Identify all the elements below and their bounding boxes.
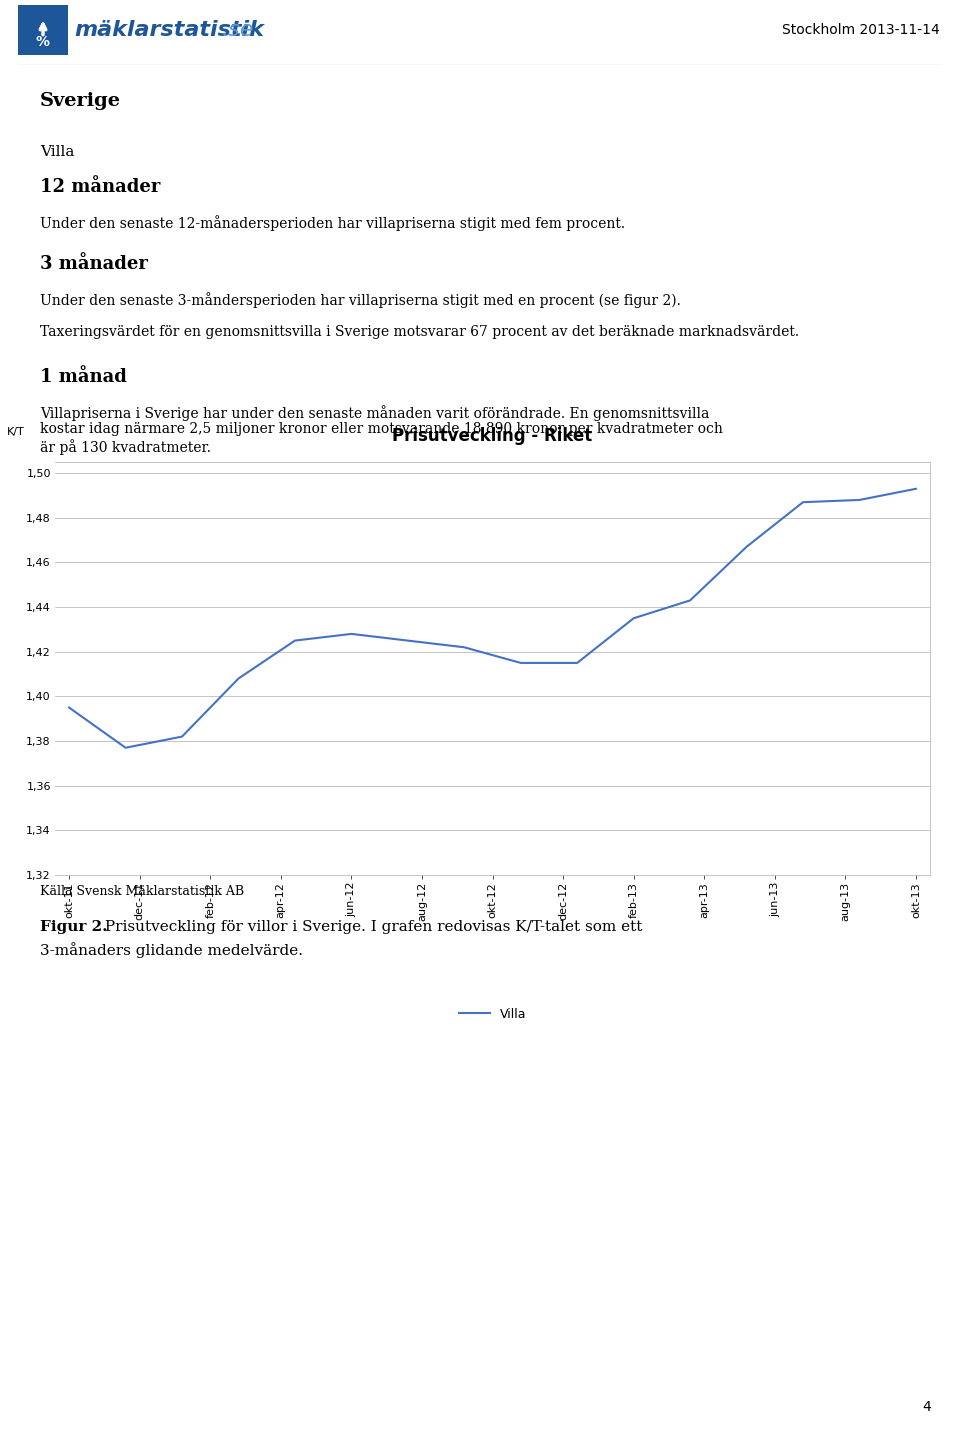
Text: Villapriserna i Sverige har under den senaste månaden varit oförändrade. En geno: Villapriserna i Sverige har under den se… <box>40 405 709 421</box>
Text: Under den senaste 3-måndersperioden har villapriserna stigit med en procent (se : Under den senaste 3-måndersperioden har … <box>40 291 681 307</box>
Text: Prisutveckling för villor i Sverige. I grafen redovisas K/T-talet som ett: Prisutveckling för villor i Sverige. I g… <box>100 921 642 934</box>
Text: K/T: K/T <box>7 427 25 437</box>
Text: Källa Svensk Mäklarstatistik AB: Källa Svensk Mäklarstatistik AB <box>40 885 244 898</box>
Text: %: % <box>36 35 50 49</box>
Bar <box>18 4 68 55</box>
Text: .se: .se <box>222 20 254 40</box>
Text: är på 130 kvadratmeter.: är på 130 kvadratmeter. <box>40 439 211 455</box>
Legend: Villa: Villa <box>454 1003 532 1026</box>
Text: 3 månader: 3 månader <box>40 255 148 273</box>
Text: mäklarstatistik: mäklarstatistik <box>74 20 264 40</box>
Text: Villa: Villa <box>40 144 74 159</box>
Text: Sverige: Sverige <box>40 92 121 110</box>
Text: Taxeringsvärdet för en genomsnittsvilla i Sverige motsvarar 67 procent av det be: Taxeringsvärdet för en genomsnittsvilla … <box>40 325 799 339</box>
Text: Figur 2.: Figur 2. <box>40 921 108 934</box>
Text: Stockholm 2013-11-14: Stockholm 2013-11-14 <box>782 23 940 38</box>
Text: 1 månad: 1 månad <box>40 368 127 385</box>
Text: 3-månaders glidande medelvärde.: 3-månaders glidande medelvärde. <box>40 942 303 958</box>
Text: 12 månader: 12 månader <box>40 177 160 196</box>
Text: Prisutveckling - Riket: Prisutveckling - Riket <box>393 427 592 446</box>
Text: kostar idag närmare 2,5 miljoner kronor eller motsvarande 18 890 kronor per kvad: kostar idag närmare 2,5 miljoner kronor … <box>40 421 723 436</box>
Text: 4: 4 <box>923 1400 931 1414</box>
Text: Under den senaste 12-månadersperioden har villapriserna stigit med fem procent.: Under den senaste 12-månadersperioden ha… <box>40 215 625 231</box>
